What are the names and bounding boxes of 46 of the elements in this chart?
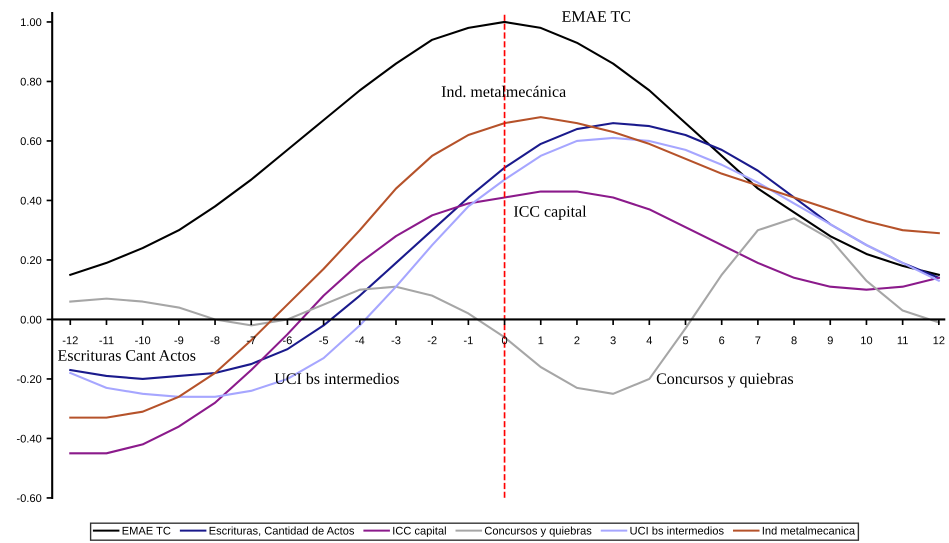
x-tick-label: -3 xyxy=(392,336,400,344)
y-tick-label: 0.60 xyxy=(20,137,42,146)
x-tick-label: -10 xyxy=(135,336,150,344)
x-tick-label: 12 xyxy=(933,336,944,344)
legend-label: Concursos y quiebras xyxy=(484,526,592,537)
x-tick-label: 4 xyxy=(646,336,652,344)
annotation: Ind. metalmecánica xyxy=(442,86,566,98)
x-tick-label: -9 xyxy=(174,336,184,344)
legend-label: UCI bs intermedios xyxy=(630,526,724,535)
annotation: UCI bs intermedios xyxy=(274,372,399,384)
x-tick-label: 2 xyxy=(574,336,580,344)
legend-label: EMAE TC xyxy=(122,526,170,535)
legend-label: Ind metalmecanica xyxy=(762,526,856,535)
annotation: ICC capital xyxy=(514,206,586,220)
x-tick-label: -8 xyxy=(210,336,220,344)
annotation: EMAE TC xyxy=(562,11,630,22)
x-tick-label: -6 xyxy=(282,336,292,344)
y-tick-label: 0.80 xyxy=(20,78,42,86)
x-tick-label: 5 xyxy=(682,336,688,344)
x-tick-label: 0 xyxy=(502,336,508,344)
y-tick-label: 1.00 xyxy=(21,18,42,26)
x-tick-label: -11 xyxy=(99,336,114,344)
y-tick-label: 0.40 xyxy=(20,196,42,205)
annotation: Escrituras Cant Actos xyxy=(58,350,196,361)
x-tick-label: -4 xyxy=(355,336,364,344)
x-tick-label: 3 xyxy=(610,336,616,344)
line-series xyxy=(69,20,940,276)
y-tick-label: -0.60 xyxy=(16,494,42,502)
x-tick-label: -2 xyxy=(428,336,437,344)
x-tick-label: 8 xyxy=(791,336,797,344)
y-tick-label: 0.20 xyxy=(20,256,42,264)
legend-label: ICC capital xyxy=(393,526,446,537)
x-tick-label: 10 xyxy=(861,336,872,344)
annotation: Concursos y quiebras xyxy=(656,372,794,388)
x-tick-label: -12 xyxy=(62,336,78,344)
x-tick-label: 1 xyxy=(538,336,544,344)
legend-label: Escrituras, Cantidad de Actos xyxy=(210,526,354,536)
y-tick-label: -0.20 xyxy=(16,375,42,384)
x-tick-label: 6 xyxy=(719,336,724,344)
y-tick-label: 0.00 xyxy=(20,316,42,324)
x-tick-label: -5 xyxy=(319,336,328,344)
x-tick-label: -1 xyxy=(464,336,473,344)
x-tick-label: 11 xyxy=(898,336,908,344)
y-tick-label: -0.40 xyxy=(16,434,42,443)
x-tick-label: 9 xyxy=(828,336,833,344)
x-tick-label: 7 xyxy=(755,336,760,344)
